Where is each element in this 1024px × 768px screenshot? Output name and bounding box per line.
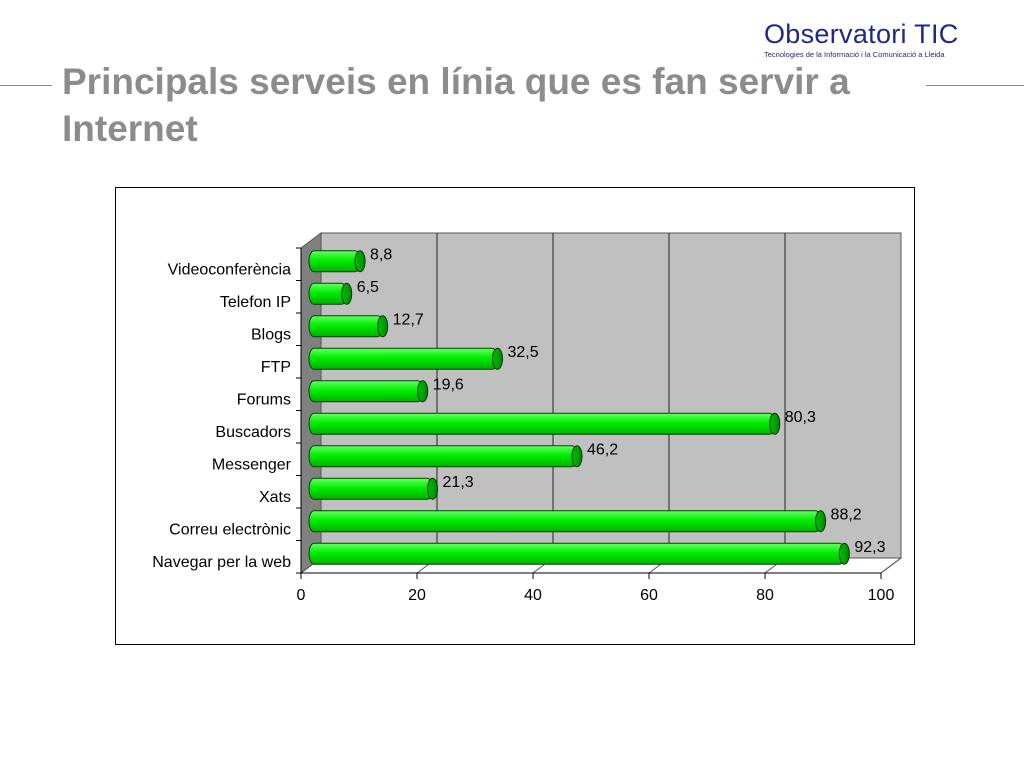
data-label: 19,6 — [433, 376, 464, 393]
data-label: 80,3 — [785, 409, 816, 426]
bar-end-cap — [492, 347, 503, 370]
bar-end-cap — [341, 282, 353, 305]
header-rule-right — [926, 85, 1024, 86]
category-label: Blogs — [251, 326, 291, 343]
bar — [308, 315, 384, 338]
category-label: Correu electrònic — [169, 521, 291, 538]
data-label: 88,2 — [831, 506, 862, 523]
bar-end-cap — [377, 315, 389, 338]
bar-end-cap — [427, 477, 439, 500]
page-title: Principals serveis en línia que es fan s… — [62, 61, 850, 149]
x-tick-label: 80 — [756, 587, 774, 604]
floor-gridline — [880, 557, 902, 574]
bar — [308, 542, 845, 565]
data-label: 21,3 — [443, 474, 474, 491]
bar-end-cap — [354, 250, 366, 273]
chart-frame: 0 20 40 60 80 100 Videoconferència 8,8 Telefon I… — [115, 187, 915, 645]
bar-end-cap — [838, 542, 850, 565]
data-label: 6,5 — [357, 279, 379, 296]
bar — [308, 445, 578, 468]
bar-end-cap — [417, 380, 429, 403]
x-tick-label: 0 — [297, 587, 306, 604]
category-label: Buscadors — [215, 424, 291, 441]
logo-tagline: Tecnologies de la Informació i la Comuni… — [764, 50, 945, 59]
bar — [308, 510, 822, 533]
bar-end-cap — [571, 445, 583, 468]
category-label: Telefon IP — [220, 294, 291, 311]
observatori-logo: Observatori TIC Tecnologies de la Inform… — [764, 18, 1004, 60]
category-label: FTP — [261, 359, 291, 376]
data-label: 46,2 — [587, 441, 618, 458]
data-label: 32,5 — [508, 344, 539, 361]
category-label: Messenger — [212, 456, 292, 473]
data-label: 8,8 — [370, 246, 392, 263]
bar — [308, 250, 361, 273]
logo-name: Observatori TIC — [764, 19, 959, 49]
category-label: Xats — [259, 489, 291, 506]
bar — [308, 477, 434, 500]
data-label: 12,7 — [393, 311, 424, 328]
bar-end-cap — [815, 510, 827, 533]
x-tick-label: 20 — [408, 587, 426, 604]
x-tick-label: 60 — [640, 587, 658, 604]
x-tick-label: 100 — [868, 587, 895, 604]
category-label: Forums — [237, 391, 291, 408]
bar-end-cap — [769, 412, 781, 435]
bar — [308, 347, 498, 370]
header-rule-left — [0, 85, 52, 86]
data-label: 92,3 — [854, 539, 885, 556]
category-label: Videoconferència — [168, 261, 291, 278]
bar — [308, 282, 348, 305]
bar — [308, 412, 776, 435]
category-label: Navegar per la web — [152, 554, 291, 571]
x-tick-label: 40 — [524, 587, 542, 604]
bar — [308, 380, 424, 403]
bar-chart: 0 20 40 60 80 100 Videoconferència 8,8 Telefon I… — [152, 232, 903, 604]
